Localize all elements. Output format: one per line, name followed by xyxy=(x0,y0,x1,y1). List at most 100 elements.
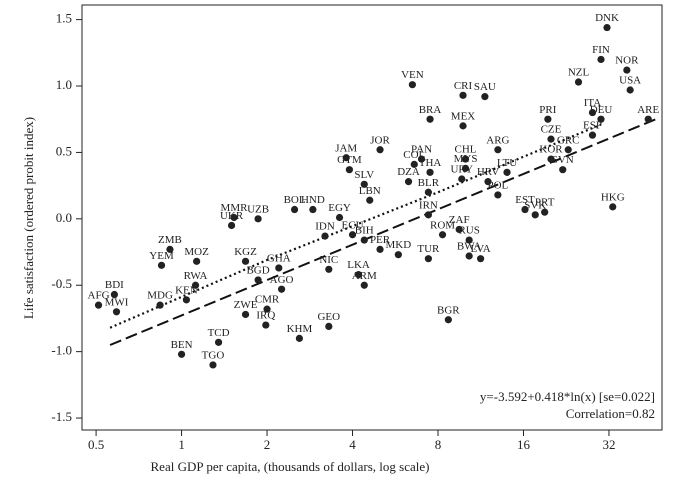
point-label: NOR xyxy=(615,55,639,67)
point xyxy=(458,175,466,183)
point xyxy=(544,115,552,123)
point xyxy=(110,290,118,299)
point xyxy=(424,188,432,196)
point xyxy=(376,245,384,253)
point xyxy=(426,115,434,123)
point xyxy=(588,131,597,139)
point-label: KHM xyxy=(287,323,313,335)
point xyxy=(290,205,299,214)
point-label: LTU xyxy=(497,157,517,169)
point xyxy=(241,310,250,319)
point xyxy=(623,66,631,74)
point xyxy=(417,155,426,163)
point-label: SVK xyxy=(524,199,546,211)
point xyxy=(166,245,174,253)
point-label: SVN xyxy=(552,154,574,166)
point-label: MKD xyxy=(386,239,412,251)
point-label: PRT xyxy=(535,197,555,209)
point xyxy=(459,122,467,130)
point xyxy=(503,168,511,176)
point-label: ZWE xyxy=(234,299,258,311)
point-label: GRC xyxy=(557,134,580,146)
point xyxy=(424,255,432,263)
point xyxy=(376,146,384,154)
y-axis-label: Life satisfaction (ordered probit index) xyxy=(21,117,36,319)
point xyxy=(348,231,357,239)
point-label: PRI xyxy=(539,104,556,116)
point-label: IRN xyxy=(419,199,438,211)
point-label: MMR xyxy=(221,202,249,214)
point-label: EST xyxy=(515,194,535,206)
point-label: MEX xyxy=(451,110,476,122)
point-label: AGO xyxy=(270,274,294,286)
point-label: BWA xyxy=(457,241,482,253)
point xyxy=(559,166,567,174)
point-label: DZA xyxy=(397,166,420,178)
point-label: IDN xyxy=(315,221,335,233)
point xyxy=(541,208,549,216)
point xyxy=(94,301,103,309)
point xyxy=(275,264,283,272)
point xyxy=(156,301,164,309)
point-label: IRQ xyxy=(256,310,275,322)
point-label: FIN xyxy=(592,44,610,56)
point xyxy=(444,316,452,324)
x-tick-label: 16 xyxy=(517,437,531,452)
point xyxy=(157,261,166,269)
point-label: BIH xyxy=(355,225,374,237)
point xyxy=(230,213,238,222)
point-label: BDI xyxy=(105,279,124,291)
point-label: SAU xyxy=(474,81,496,93)
point-label: UZB xyxy=(247,203,269,215)
point-label: KGZ xyxy=(234,246,257,258)
annotation: Correlation=0.82 xyxy=(566,406,655,421)
point xyxy=(354,271,363,279)
point-label: BRA xyxy=(419,104,442,116)
point-label: NZL xyxy=(568,67,590,79)
point xyxy=(609,203,617,211)
point xyxy=(360,180,368,188)
y-tick-label: 1.5 xyxy=(56,11,72,26)
point xyxy=(426,168,434,176)
point xyxy=(494,146,502,154)
point xyxy=(309,205,317,214)
point-label: JOR xyxy=(370,134,390,146)
point-label: EGY xyxy=(328,202,351,214)
point xyxy=(342,154,350,162)
point-label: MOZ xyxy=(184,246,209,258)
point xyxy=(597,55,605,64)
point xyxy=(335,213,344,222)
point-label: LVA xyxy=(470,243,490,255)
point xyxy=(424,211,432,219)
y-tick-label: -1.0 xyxy=(51,343,72,358)
point-label: RWA xyxy=(184,270,208,282)
point xyxy=(295,334,304,342)
x-tick-label: 4 xyxy=(349,437,356,452)
point-label: MYS xyxy=(454,153,478,165)
point-label: JAM xyxy=(335,142,357,154)
point-label: MDG xyxy=(147,290,173,302)
point xyxy=(366,196,374,204)
point-label: VEN xyxy=(401,69,424,81)
point xyxy=(644,115,652,123)
point xyxy=(112,308,121,316)
point xyxy=(193,257,201,265)
point-label: URY xyxy=(450,164,473,176)
point-label: TUR xyxy=(417,243,440,255)
point xyxy=(438,231,447,239)
point-label: ARE xyxy=(637,104,659,116)
point-label: ESP xyxy=(583,120,602,132)
point xyxy=(574,78,583,86)
point xyxy=(547,155,555,163)
point xyxy=(531,211,539,219)
point xyxy=(214,338,223,346)
y-tick-label: -1.5 xyxy=(51,409,72,424)
point-label: PAN xyxy=(411,144,432,156)
point-label: LKA xyxy=(347,259,370,271)
point-label: CRI xyxy=(454,80,473,92)
point xyxy=(461,164,470,172)
point xyxy=(564,146,572,154)
fit-line xyxy=(109,123,602,329)
point-label: POL xyxy=(487,179,508,191)
point xyxy=(603,23,611,32)
